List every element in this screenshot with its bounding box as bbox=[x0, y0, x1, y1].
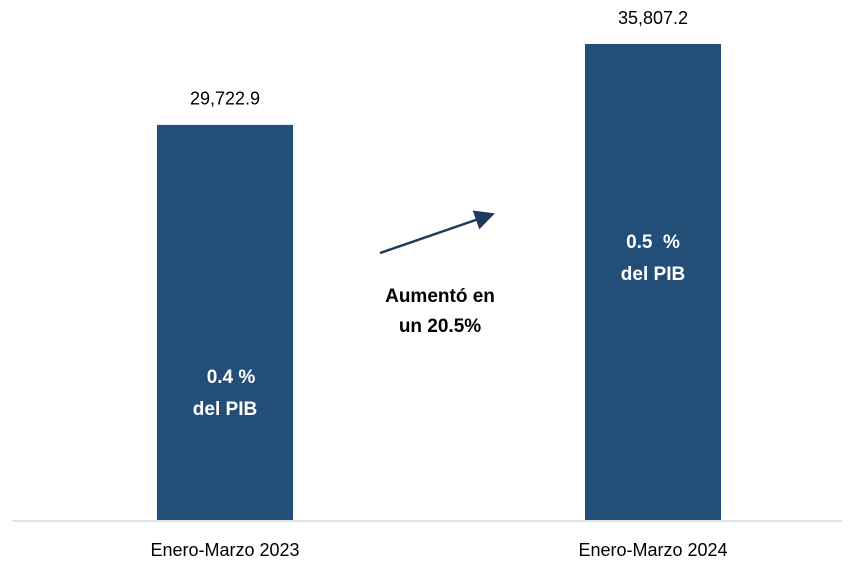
inner-label: 0.4 % bbox=[207, 367, 256, 388]
x-tick-label: Enero-Marzo 2023 bbox=[150, 540, 299, 560]
x-tick-label: Enero-Marzo 2024 bbox=[578, 540, 727, 560]
bar bbox=[585, 44, 721, 520]
arrow bbox=[379, 210, 495, 255]
inner-label: del PIB bbox=[621, 264, 685, 285]
annotation: Aumentó en bbox=[385, 286, 495, 307]
inner-label: 0.5 % bbox=[626, 232, 680, 253]
annotation: un 20.5% bbox=[399, 316, 481, 337]
inner-label: del PIB bbox=[193, 399, 257, 420]
value-label: 35,807.2 bbox=[618, 8, 688, 28]
value-label: 29,722.9 bbox=[190, 89, 260, 109]
bar bbox=[157, 124, 293, 520]
